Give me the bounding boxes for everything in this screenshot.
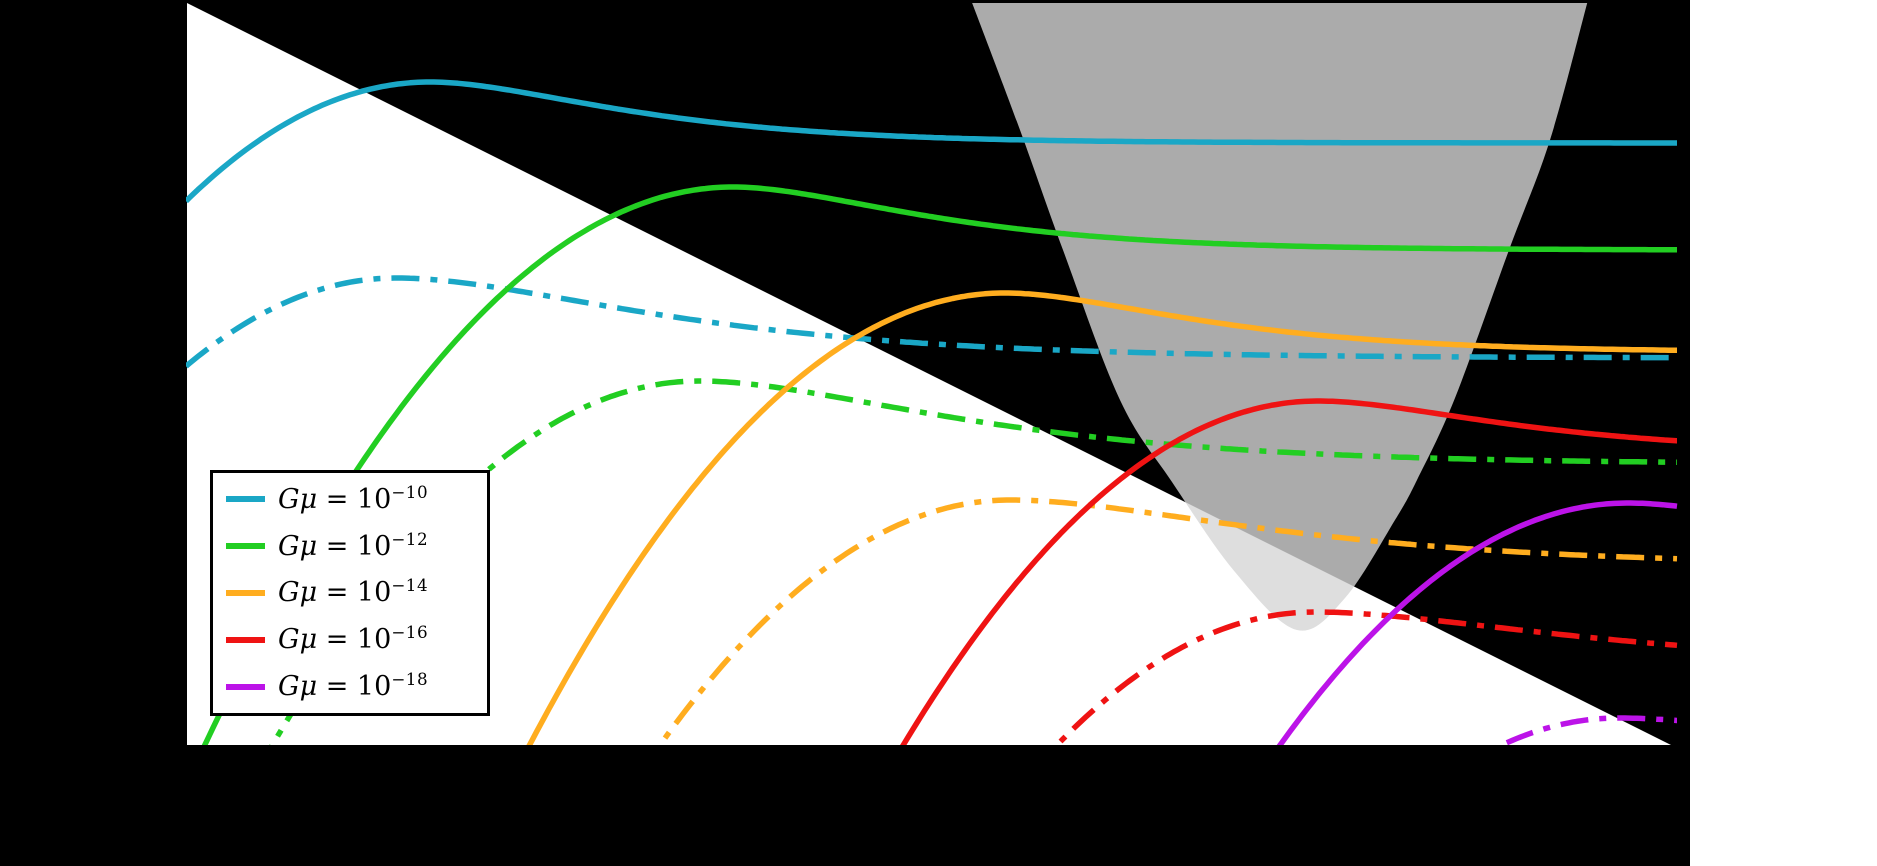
page-background-right-band <box>1690 0 1877 866</box>
legend-item-gmu-1e-14: Gμ = 10−14 <box>226 575 481 609</box>
curve-Gmu-1e-18-dashdot <box>1495 715 1678 745</box>
curve-Gmu-1e-14-dashdot <box>656 497 1678 745</box>
legend-item-gmu-1e-16: Gμ = 10−16 <box>226 622 481 656</box>
sensitivity-curve-region <box>972 3 1588 631</box>
legend-box: Gμ = 10−10 Gμ = 10−12 Gμ = 10−14 Gμ = 10−16… <box>210 470 490 716</box>
axes-content <box>186 3 1678 745</box>
legend-swatch-line-gmu-1e-18 <box>226 683 265 690</box>
legend-item-gmu-1e-10: Gμ = 10−10 <box>226 481 481 515</box>
curve-Gmu-1e-18-solid <box>1276 500 1678 745</box>
legend-item-gmu-1e-12: Gμ = 10−12 <box>226 528 481 562</box>
curve-Gmu-1e-16-solid <box>900 398 1678 745</box>
curve-Gmu-1e-10-solid <box>186 79 1677 204</box>
legend-label-gmu-1e-12: Gμ = 10−12 <box>278 528 429 562</box>
legend-label-gmu-1e-10: Gμ = 10−10 <box>278 481 429 515</box>
legend-label-gmu-1e-16: Gμ = 10−16 <box>278 622 429 656</box>
legend-label-gmu-1e-14: Gμ = 10−14 <box>278 575 429 609</box>
legend-label-gmu-1e-18: Gμ = 10−18 <box>278 669 429 703</box>
legend-item-gmu-1e-18: Gμ = 10−18 <box>226 669 481 703</box>
curve-Gmu-1e-10-dashdot <box>186 275 1677 369</box>
curve-Gmu-1e-12-solid <box>201 184 1677 745</box>
legend-swatch-line-gmu-1e-16 <box>226 636 265 643</box>
legend-swatch-line-gmu-1e-14 <box>226 589 265 596</box>
curve-Gmu-1e-14-solid <box>526 290 1678 745</box>
legend-swatch-line-gmu-1e-12 <box>226 543 265 550</box>
legend-swatch-line-gmu-1e-10 <box>226 496 265 503</box>
curve-Gmu-1e-16-dashdot <box>1053 609 1678 745</box>
